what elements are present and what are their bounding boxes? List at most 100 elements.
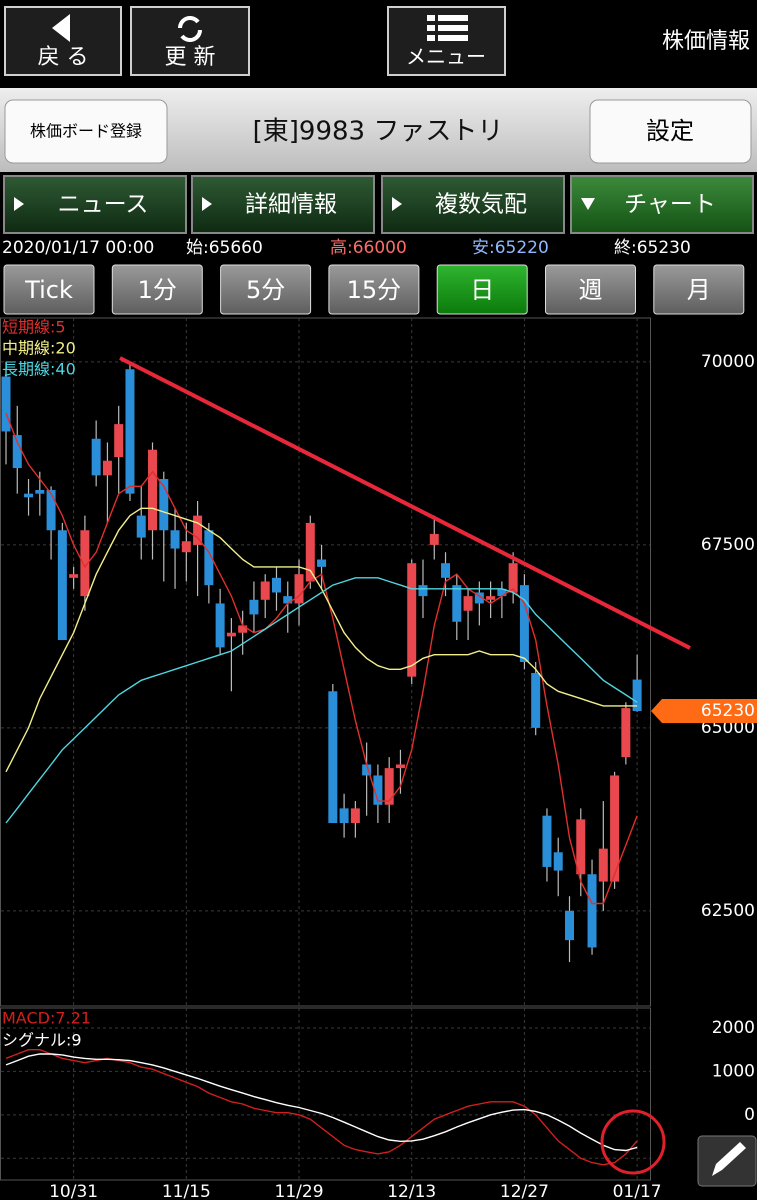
candle-body: [238, 625, 248, 633]
pencil-icon: [712, 1142, 746, 1176]
series-line: [5, 412, 638, 905]
legend-entry: シグナル:9: [2, 1031, 82, 1050]
period-label: 月: [687, 276, 711, 304]
candle-body: [260, 581, 270, 600]
candle-body: [181, 541, 191, 553]
candle-body: [610, 775, 620, 882]
candle-body: [519, 585, 529, 662]
candle-body: [102, 460, 112, 476]
candle-body: [474, 592, 484, 604]
legend-entry: 短期線:5: [2, 318, 66, 337]
candle-body: [576, 819, 586, 875]
candle-body: [170, 530, 180, 549]
candle-body: [407, 563, 417, 677]
candle-body: [91, 438, 101, 476]
candle-body: [294, 574, 304, 604]
candle-body: [80, 530, 90, 597]
price-panel: [0, 317, 651, 1007]
header-bar: [0, 0, 757, 86]
candle-body: [463, 596, 473, 611]
candle-body: [204, 530, 214, 586]
period-button[interactable]: [653, 264, 745, 315]
candle-body: [598, 848, 608, 882]
period-button[interactable]: [111, 264, 203, 315]
tab-arrow-right: [392, 197, 402, 211]
candle-body: [249, 599, 259, 615]
candle-body: [46, 490, 56, 531]
candle-body: [136, 515, 146, 538]
period-label: 15分: [347, 276, 402, 304]
period-button[interactable]: [3, 264, 95, 315]
tab-row: ニュース 詳細情報 複数気配 チャート: [3, 175, 754, 234]
candle-body: [12, 435, 22, 469]
candle-body: [452, 585, 462, 622]
candle-body: [373, 775, 383, 805]
series-line: [5, 507, 638, 773]
candle-body: [441, 563, 451, 578]
last-price-tag: [651, 699, 757, 724]
period-button[interactable]: [220, 264, 312, 315]
period-row: Tick 1分 5分 15分 日 週 月: [3, 264, 745, 315]
legend-entry: 中期線:20: [2, 339, 76, 358]
quote-open: 始:65660: [186, 238, 263, 258]
y-tick-label: 67500: [701, 535, 755, 555]
y-tick-label: 0: [744, 1105, 755, 1125]
candle-body: [553, 852, 563, 871]
candle-body: [35, 490, 45, 494]
tab[interactable]: [3, 175, 187, 234]
circle-annotation: [600, 1109, 666, 1175]
period-label: 日: [470, 276, 494, 304]
y-tick-label: 2000: [712, 1018, 755, 1038]
candle-body: [271, 577, 281, 593]
series-line: [5, 577, 638, 824]
legend-entry: MACD:7.21: [2, 1009, 91, 1028]
tab[interactable]: [191, 175, 375, 234]
candle-body: [621, 708, 631, 758]
candle-body: [531, 672, 541, 728]
x-tick-label: 11/15: [162, 1182, 211, 1200]
candle-body: [24, 493, 34, 498]
macd-panel: [0, 1007, 651, 1181]
candle-body: [350, 808, 360, 824]
tab-label: 複数気配: [435, 192, 527, 218]
quote-close: 終:65230: [614, 238, 691, 258]
back-button[interactable]: [4, 6, 122, 76]
tab[interactable]: [570, 175, 754, 234]
legend-entry: 長期線:40: [2, 360, 76, 379]
board-label: 株価ボード登録: [30, 122, 142, 141]
candle-body: [587, 874, 597, 948]
x-tick-label: 11/29: [275, 1182, 324, 1200]
plots: 62500650006750070000短期線:5中期線:20長期線:40652…: [1, 318, 757, 1200]
period-label: 5分: [246, 276, 285, 304]
period-label: 1分: [138, 276, 177, 304]
tab-label: 詳細情報: [245, 192, 337, 218]
trend-line-annotation: [119, 356, 691, 650]
quote-low: 安:65220: [472, 238, 549, 258]
candle-body: [215, 603, 225, 648]
quote-row: 2020/01/17 00:00 始:65660 高:66000 安:65220…: [2, 238, 691, 258]
period-button[interactable]: [545, 264, 636, 315]
candle-body: [339, 808, 349, 824]
menu-icon: [427, 15, 468, 41]
refresh-label: 更 新: [165, 45, 216, 70]
tab[interactable]: [381, 175, 565, 234]
candle-body: [497, 588, 507, 597]
board-button[interactable]: [4, 99, 168, 164]
stock-name: [東]9983 ファストリ: [253, 117, 504, 147]
candle-body: [395, 764, 405, 769]
tab-label: ニュース: [58, 192, 149, 218]
candle-body: [565, 910, 574, 941]
settings-button[interactable]: [589, 99, 752, 164]
x-tick-label: 12/27: [500, 1182, 549, 1200]
period-button[interactable]: [436, 264, 528, 315]
last-price-label: 65230: [701, 701, 755, 721]
candle-body: [1, 376, 11, 432]
period-label: 週: [579, 276, 603, 304]
quote-datetime: 2020/01/17 00:00: [2, 238, 154, 258]
period-button[interactable]: [328, 264, 420, 315]
candle-body: [486, 596, 496, 600]
candle-body: [283, 596, 293, 604]
candle-body: [384, 768, 394, 805]
quote-high: 高:66000: [330, 238, 407, 258]
